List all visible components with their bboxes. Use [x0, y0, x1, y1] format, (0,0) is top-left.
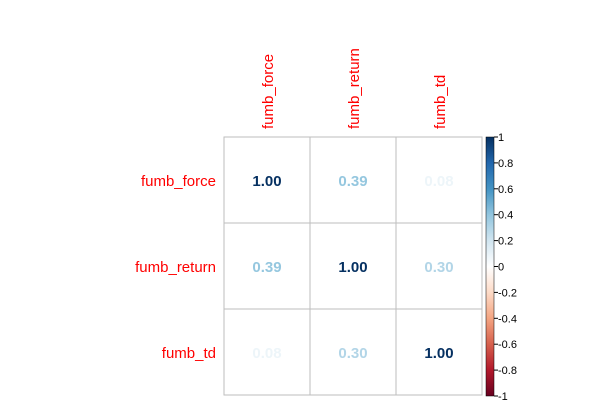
color-legend-tick-label: 0.2 — [498, 236, 513, 248]
cell-value-label: 0.39 — [252, 259, 281, 276]
cell-value-label: 0.39 — [338, 173, 367, 190]
cell-value-label: 1.00 — [252, 173, 281, 190]
matrix-cell — [395, 222, 483, 310]
color-legend-tick-label: 0 — [498, 262, 504, 274]
column-label: fumb_force — [260, 54, 277, 129]
row-label: fumb_td — [162, 345, 216, 362]
row-label: fumb_force — [141, 173, 216, 190]
cell-value-label: 0.08 — [252, 345, 281, 362]
color-legend-bar — [485, 136, 495, 397]
matrix-cell — [395, 136, 483, 224]
cell-value-label: 1.00 — [424, 345, 453, 362]
color-legend-tick-label: -0.6 — [498, 339, 517, 351]
cell-value-label: 0.30 — [338, 345, 367, 362]
column-label: fumb_return — [346, 48, 363, 129]
matrix-cell — [223, 222, 311, 310]
matrix-cell — [223, 308, 311, 396]
column-label: fumb_td — [432, 75, 449, 129]
color-legend-tick-label: 0.4 — [498, 210, 513, 222]
matrix-cell — [395, 308, 483, 396]
color-legend-tick-label: -0.4 — [498, 313, 517, 325]
color-legend-tick-label: -0.2 — [498, 287, 517, 299]
matrix-cell — [309, 308, 397, 396]
color-legend-tick-label: 1 — [498, 132, 504, 144]
color-legend-tick-label: -0.8 — [498, 365, 517, 377]
row-labels: fumb_force fumb_return fumb_td — [135, 173, 216, 362]
cell-value-label: 0.30 — [424, 259, 453, 276]
matrix-cells — [223, 136, 483, 396]
matrix-cell — [223, 136, 311, 224]
matrix-value-labels: 1.00 0.39 0.08 0.39 1.00 0.30 0.08 0.30 1.00 — [252, 173, 453, 362]
color-legend-tick-label: -1 — [498, 391, 508, 403]
column-labels: fumb_force fumb_return fumb_td — [260, 48, 449, 129]
row-label: fumb_return — [135, 259, 216, 276]
matrix-cell — [309, 222, 397, 310]
color-legend-tick-label: 0.6 — [498, 184, 513, 196]
matrix-cell — [309, 136, 397, 224]
cell-value-label: 1.00 — [338, 259, 367, 276]
color-legend-tick-label: 0.8 — [498, 158, 513, 170]
color-legend: 1 0.8 0.6 0.4 0.2 0 -0.2 -0.4 -0.6 -0.8 -1 — [485, 132, 517, 403]
cell-value-label: 0.08 — [424, 173, 453, 190]
